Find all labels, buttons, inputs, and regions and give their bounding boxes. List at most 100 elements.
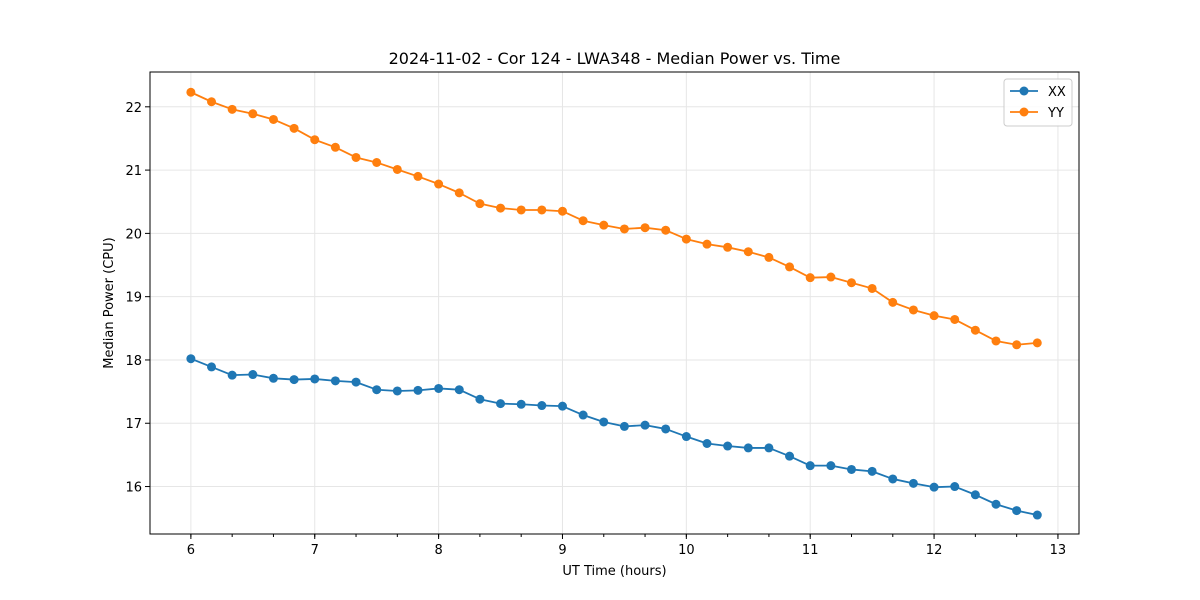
data-point-xx [908, 478, 918, 488]
data-point-xx [743, 443, 753, 453]
data-point-yy [888, 297, 898, 307]
x-tick-label: 13 [1050, 543, 1067, 558]
data-point-xx [454, 385, 464, 395]
data-point-xx [970, 490, 980, 500]
data-point-yy [702, 239, 712, 249]
x-tick-label: 10 [678, 543, 695, 558]
grid [150, 72, 1079, 534]
y-tick-label: 19 [125, 291, 142, 306]
data-point-xx [888, 474, 898, 484]
data-point-xx [867, 466, 877, 476]
x-tick-label: 11 [802, 543, 819, 558]
y-axis-label: Median Power (CPU) [102, 237, 117, 368]
data-point-yy [207, 97, 217, 107]
data-point-xx [640, 420, 650, 430]
data-point-yy [619, 224, 629, 234]
data-point-yy [557, 206, 567, 216]
data-point-yy [413, 171, 423, 181]
data-point-xx [785, 451, 795, 461]
data-point-yy [785, 262, 795, 272]
x-tick-label: 9 [558, 543, 566, 558]
data-point-yy [496, 203, 506, 213]
data-point-yy [640, 223, 650, 233]
data-point-xx [661, 424, 671, 434]
data-point-yy [392, 164, 402, 174]
y-tick-label: 18 [125, 354, 142, 369]
data-point-xx [268, 373, 278, 383]
data-point-xx [475, 394, 485, 404]
x-tick-label: 7 [311, 543, 319, 558]
data-point-xx [372, 385, 382, 395]
data-point-xx [310, 374, 320, 384]
data-point-yy [537, 205, 547, 215]
data-point-xx [186, 354, 196, 364]
data-point-xx [248, 370, 258, 380]
data-point-xx [1032, 510, 1042, 520]
data-point-yy [846, 278, 856, 288]
data-point-xx [702, 439, 712, 448]
data-point-xx [826, 461, 836, 471]
data-point-xx [723, 441, 733, 451]
data-point-xx [496, 399, 506, 409]
x-tick-label: 12 [926, 543, 943, 558]
data-point-yy [970, 325, 980, 335]
plot-frame [149, 71, 1080, 535]
data-point-yy [661, 225, 671, 235]
data-point-xx [578, 410, 588, 420]
series-layer [186, 87, 1042, 520]
y-axis: 16 17 18 19 20 21 22 [125, 101, 150, 496]
data-point-yy [908, 305, 918, 315]
data-point-yy [248, 109, 258, 119]
data-point-yy [372, 158, 382, 167]
data-point-xx [434, 383, 444, 393]
series-xx [186, 354, 1042, 520]
data-point-xx [950, 482, 960, 492]
data-point-yy [434, 179, 444, 189]
data-point-yy [1012, 340, 1022, 350]
data-point-yy [826, 272, 836, 282]
x-tick-label: 6 [187, 543, 195, 558]
data-point-yy [310, 135, 320, 145]
legend-label-yy: YY [1047, 106, 1064, 121]
x-axis-label: UT Time (hours) [562, 564, 666, 579]
data-point-xx [207, 362, 217, 372]
chart-title: 2024-11-02 - Cor 124 - LWA348 - Median P… [389, 49, 841, 68]
y-tick-label: 17 [125, 417, 142, 432]
legend: XX YY [1003, 78, 1073, 127]
data-point-yy [743, 247, 753, 257]
legend-marker-xx [1019, 86, 1029, 96]
data-point-xx [392, 386, 402, 396]
data-point-xx [619, 421, 629, 431]
data-point-yy [805, 273, 815, 283]
data-point-yy [681, 234, 691, 244]
data-point-yy [950, 314, 960, 324]
data-point-xx [537, 401, 547, 411]
data-point-yy [578, 216, 588, 226]
legend-marker-yy [1019, 107, 1029, 117]
data-point-xx [929, 482, 939, 492]
data-point-xx [681, 432, 691, 442]
data-point-yy [599, 220, 609, 230]
data-point-yy [1032, 338, 1042, 348]
series-yy [186, 87, 1042, 350]
y-tick-label: 20 [125, 227, 142, 242]
data-point-yy [929, 311, 939, 321]
x-axis: 6 7 8 9 10 11 12 13 [187, 534, 1066, 558]
data-point-yy [351, 152, 361, 162]
data-point-xx [991, 499, 1001, 509]
data-point-yy [475, 199, 485, 209]
data-point-xx [413, 385, 423, 395]
data-point-xx [1012, 506, 1022, 516]
data-point-yy [289, 123, 299, 133]
data-point-xx [351, 377, 361, 387]
y-tick-label: 21 [125, 164, 142, 179]
y-tick-label: 22 [125, 101, 142, 116]
legend-label-xx: XX [1048, 85, 1066, 100]
data-point-xx [516, 399, 526, 409]
data-point-yy [186, 87, 196, 97]
data-point-yy [867, 283, 877, 293]
data-point-xx [289, 375, 299, 385]
data-point-xx [805, 461, 815, 471]
